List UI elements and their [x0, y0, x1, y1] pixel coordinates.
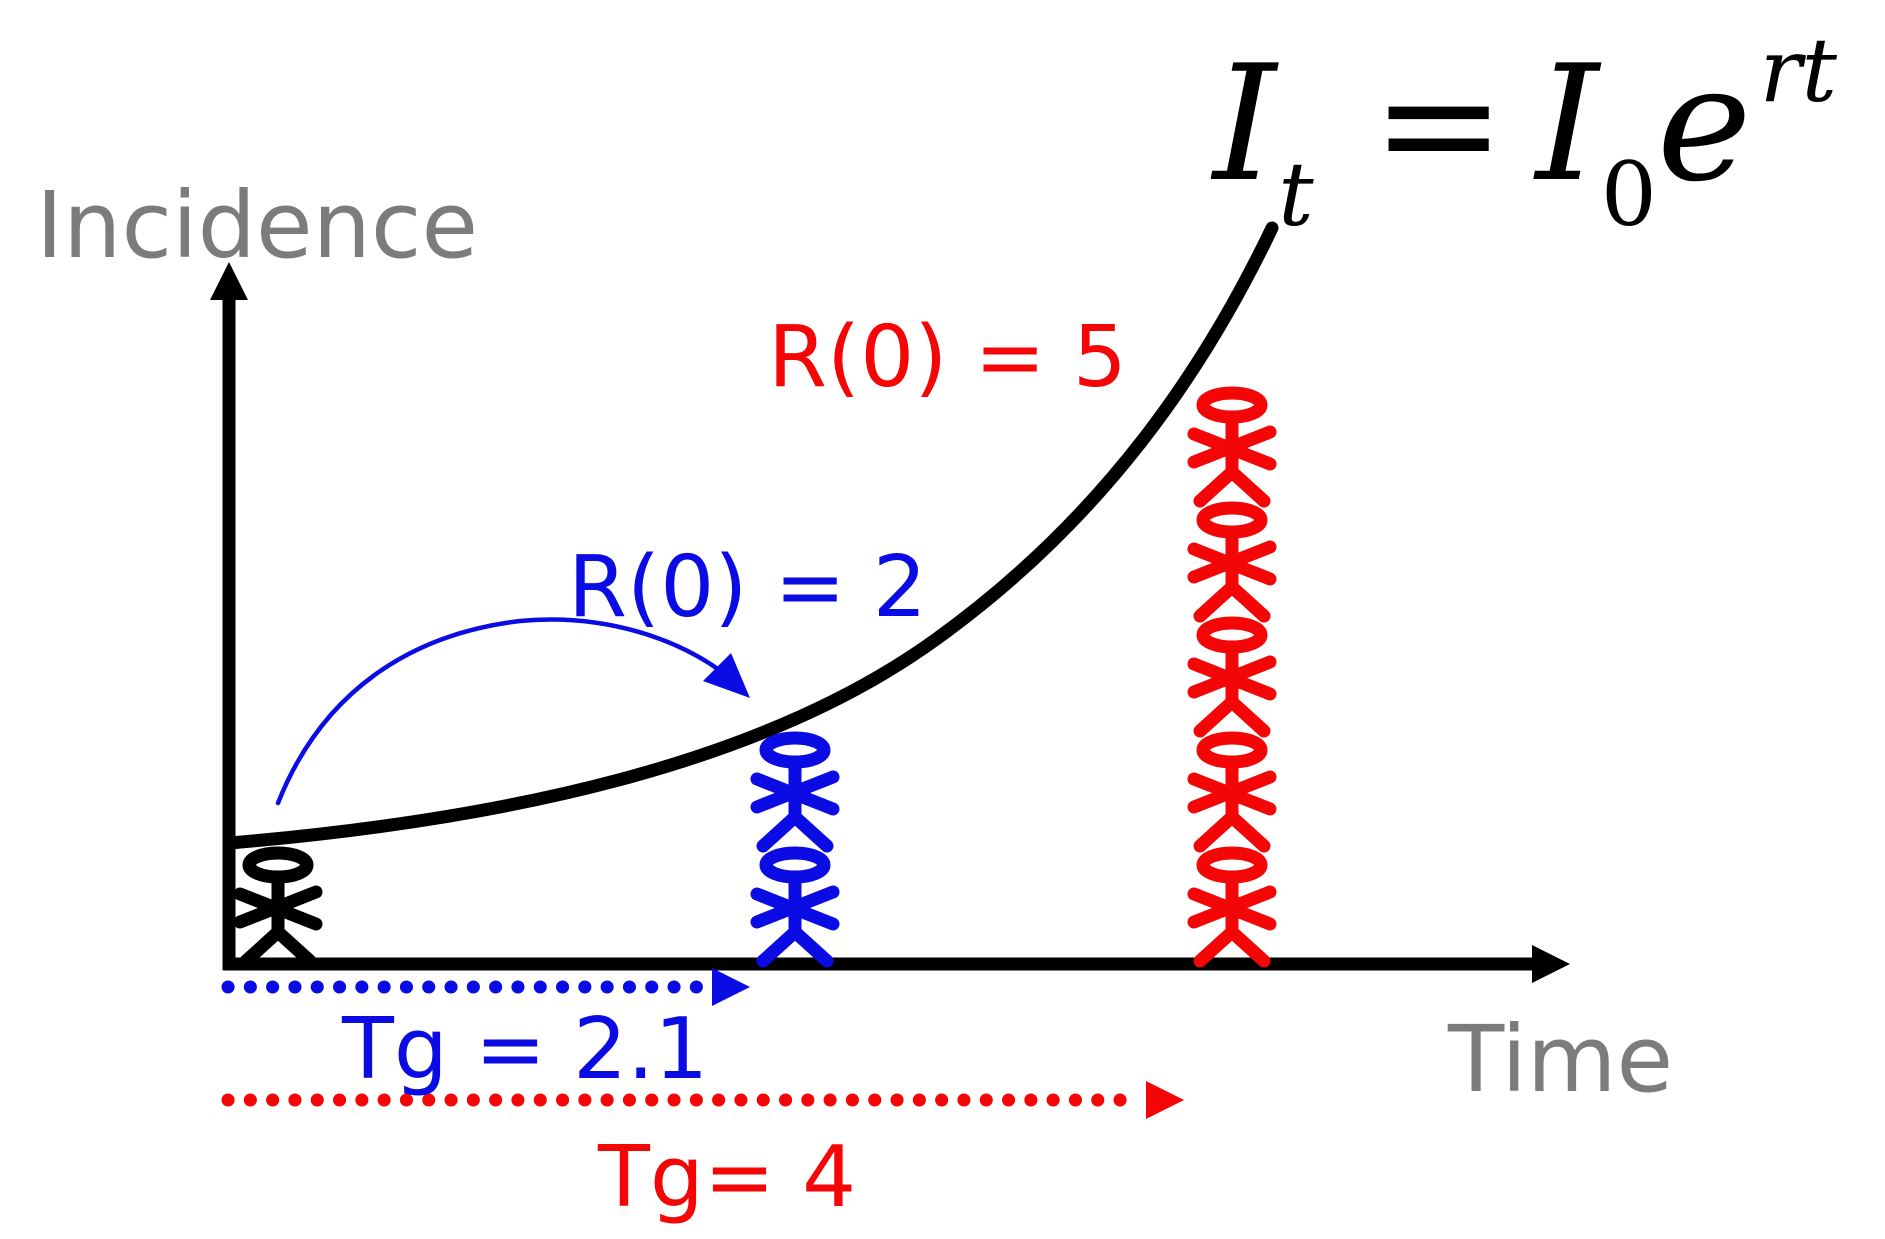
tg-slow-arrow [221, 968, 750, 1006]
tg-slow-arrowhead [712, 968, 750, 1006]
tg-2-1-label: Tg = 2.1 [342, 1000, 709, 1099]
x-axis-arrowhead [1532, 945, 1570, 983]
y-axis-arrowhead [210, 262, 248, 300]
formula-equals: = [1371, 30, 1506, 217]
initial-case-figure [240, 853, 316, 961]
fast-generation-figures [1194, 393, 1270, 961]
slow-generation-figures [757, 738, 833, 961]
x-axis [223, 945, 1570, 983]
y-axis-label: Incidence [36, 172, 479, 279]
formula-rhs-subscript: 0 [1600, 143, 1657, 246]
formula-rhs: I [1535, 30, 1599, 217]
r0-5-label: R(0) = 5 [768, 308, 1127, 407]
formula-exponent: rt [1759, 19, 1837, 122]
tg-4-label: Tg= 4 [598, 1128, 857, 1227]
formula-exp-base: e [1656, 30, 1752, 217]
x-axis-label: Time [1448, 1006, 1674, 1113]
tg-fast-arrowhead [1146, 1081, 1184, 1119]
transmission-arc-arrowhead [703, 653, 750, 698]
formula-lhs: I [1213, 30, 1277, 217]
r0-2-label: R(0) = 2 [568, 538, 927, 637]
growth-formula: It = I0ert [1213, 27, 1837, 239]
formula-lhs-subscript: t [1278, 143, 1314, 246]
y-axis [210, 262, 248, 970]
tg-fast-arrow [221, 1081, 1184, 1119]
incidence-curve [223, 221, 1279, 850]
transmission-arc-arrow [275, 617, 750, 806]
